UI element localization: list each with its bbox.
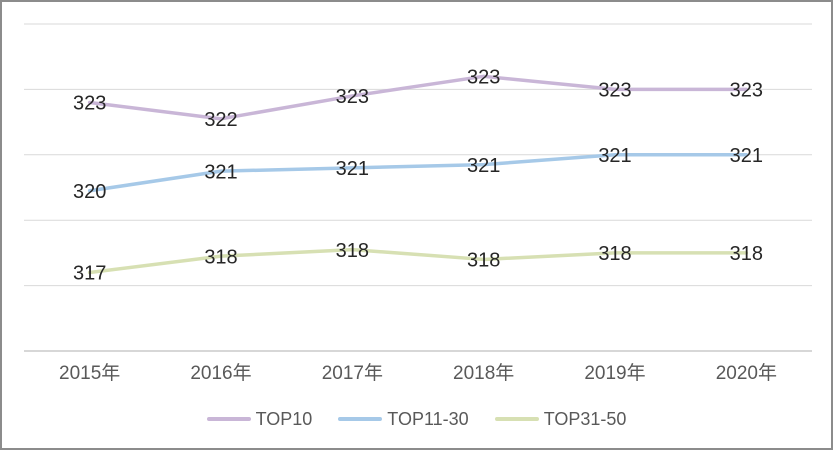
x-axis-label: 2015年 [59,362,120,384]
x-axis-label: 2017年 [322,362,383,384]
data-label: 321 [467,155,500,177]
series-line-top31-50 [87,247,749,275]
x-axis-label: 2020年 [716,362,777,384]
data-label: 323 [730,80,763,102]
x-axis-label: 2016年 [190,362,251,384]
data-label: 321 [730,145,763,167]
data-label: 318 [336,240,369,262]
data-label: 318 [598,243,631,265]
data-label: 322 [204,109,237,131]
data-label: 320 [73,181,106,203]
data-label: 323 [467,67,500,89]
data-label: 321 [336,158,369,180]
data-label: 318 [467,250,500,272]
data-label: 323 [598,80,631,102]
x-axis-label: 2019年 [584,362,645,384]
data-label: 323 [73,93,106,115]
x-axis-label: 2018年 [453,362,514,384]
data-label: 323 [336,86,369,108]
data-label: 321 [204,161,237,183]
data-label: 318 [204,246,237,268]
series-line-top11-30 [87,153,749,193]
series-line-top10 [87,74,749,121]
data-label: 318 [730,243,763,265]
data-label: 321 [598,145,631,167]
data-label: 317 [73,263,106,285]
